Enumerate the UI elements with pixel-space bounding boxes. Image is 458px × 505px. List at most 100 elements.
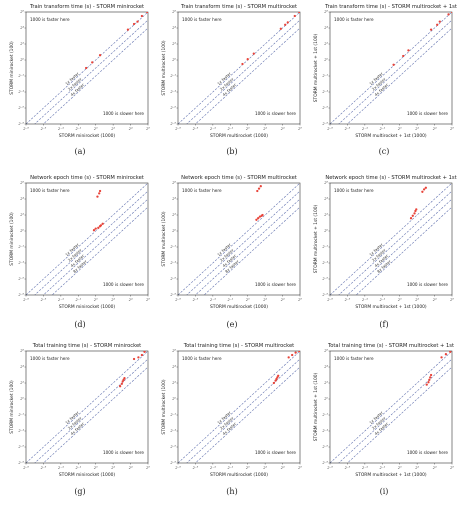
y-tick-label: 2⁻² <box>170 74 176 78</box>
y-tick-label: 2⁻⁶ <box>18 277 24 281</box>
y-tick-label: 2⁰ <box>324 397 328 401</box>
speedup-line <box>34 358 148 463</box>
y-tick-label: 2⁻⁴ <box>18 90 24 94</box>
slower-annotation: 1000 is slower here <box>407 450 448 455</box>
x-tick-label: 2⁻² <box>75 466 81 470</box>
data-point <box>415 208 418 211</box>
y-tick-label: 2⁻⁴ <box>18 261 24 265</box>
y-tick-label: 2⁻⁸ <box>170 293 176 297</box>
data-point <box>140 353 144 357</box>
y-tick-label: 2⁻² <box>322 74 328 78</box>
y-tick-label: 2⁻⁸ <box>322 122 328 126</box>
y-tick-label: 2² <box>20 381 24 385</box>
speedup-line <box>51 206 148 295</box>
x-tick-label: 2⁴ <box>129 466 133 470</box>
x-tick-label: 2⁻² <box>379 466 385 470</box>
chart-title: Train transform time (s) - STORM multiro… <box>324 4 457 10</box>
y-tick-label: 2⁻⁸ <box>18 122 24 126</box>
data-point <box>450 12 452 14</box>
data-point <box>98 192 101 195</box>
x-tick-label: 2⁻⁸ <box>175 127 181 131</box>
faster-annotation: 1000 is faster here <box>334 188 374 193</box>
data-point <box>428 378 431 381</box>
x-tick-label: 2⁻⁴ <box>58 466 64 470</box>
y-tick-label: 2² <box>324 213 328 217</box>
speedup-line <box>186 190 300 295</box>
x-tick-label: 2⁻² <box>227 298 233 302</box>
data-point <box>132 22 136 26</box>
y-tick-label: 2⁶ <box>20 181 24 185</box>
chart-panel: Network epoch time (s) - STORM multirock… <box>308 171 458 337</box>
data-point <box>136 20 139 23</box>
y-tick-label: 2⁶ <box>172 349 176 353</box>
subfigure-caption: (f) <box>379 320 389 329</box>
data-point <box>277 374 280 377</box>
x-tick-label: 2⁻² <box>379 127 385 131</box>
data-point <box>118 385 122 388</box>
data-point <box>261 213 264 217</box>
y-axis-label: STORM multirocket (100) <box>161 211 167 266</box>
plot-frame <box>329 350 453 464</box>
x-axis-label: STORM multirocket + 1st (1000) <box>355 133 427 139</box>
faster-annotation: 1000 is faster here <box>182 356 222 361</box>
y-tick-label: 2⁻⁴ <box>18 429 24 433</box>
x-tick-label: 2² <box>111 298 115 302</box>
x-axis-label: STORM minirocket (1000) <box>59 472 116 478</box>
x-tick-label: 2⁻⁴ <box>210 127 216 131</box>
x-tick-label: 2⁻⁶ <box>193 466 199 470</box>
data-point <box>259 185 262 188</box>
data-point <box>293 14 296 18</box>
subfigure-caption: (c) <box>378 147 390 156</box>
y-tick-label: 2⁻⁴ <box>322 261 328 265</box>
y-tick-label: 2⁴ <box>324 197 328 201</box>
x-tick-label: 2⁶ <box>146 298 150 302</box>
x-axis-label: STORM multirocket (1000) <box>210 472 268 478</box>
data-point <box>447 13 450 16</box>
faster-annotation: 1000 is faster here <box>182 17 222 22</box>
y-axis-label: STORM multirocket (100) <box>161 40 167 95</box>
chart-panel: Network epoch time (s) - STORM multirock… <box>156 171 308 337</box>
y-tick-label: 2⁰ <box>20 58 24 62</box>
x-axis-label: STORM minirocket (1000) <box>59 304 116 310</box>
scatter-chart: Total training time (s) - STORM multiroc… <box>161 343 302 478</box>
x-tick-label: 2⁰ <box>94 127 98 131</box>
y-tick-label: 2⁻² <box>18 74 24 78</box>
data-point <box>123 377 126 380</box>
speedup-line <box>34 190 148 295</box>
y-tick-label: 2⁰ <box>172 58 176 62</box>
scatter-chart: Train transform time (s) - STORM miniroc… <box>9 4 150 139</box>
data-point <box>425 383 428 386</box>
data-point <box>99 224 103 227</box>
x-tick-label: 2⁻⁸ <box>23 127 29 131</box>
x-tick-label: 2⁰ <box>246 466 250 470</box>
chart-panel: Total training time (s) - STORM multiroc… <box>156 339 308 505</box>
y-axis-label: STORM multirocket (100) <box>161 379 167 434</box>
y-axis-label: STORM minirocket (100) <box>9 41 15 95</box>
data-point <box>287 356 290 359</box>
plot-frame <box>329 11 453 125</box>
faster-annotation: 1000 is faster here <box>182 188 222 193</box>
speedup-line <box>34 19 148 124</box>
y-tick-label: 2⁻⁶ <box>170 106 176 110</box>
faster-annotation: 1000 is faster here <box>334 17 374 22</box>
data-point <box>84 66 88 70</box>
data-point <box>438 20 441 23</box>
speedup-line <box>26 351 148 463</box>
slower-annotation: 1000 is slower here <box>255 450 296 455</box>
speedup-line <box>347 366 452 463</box>
x-tick-label: 2⁻⁴ <box>58 127 64 131</box>
y-tick-label: 2⁻² <box>170 413 176 417</box>
x-tick-label: 2⁰ <box>246 298 250 302</box>
y-axis-label: STORM minirocket (100) <box>9 212 15 266</box>
data-point <box>422 188 426 191</box>
speedup-line <box>347 27 452 124</box>
y-tick-label: 2⁻⁶ <box>322 277 328 281</box>
y-tick-label: 2⁶ <box>172 10 176 14</box>
x-tick-label: 2⁶ <box>146 127 150 131</box>
speedup-line <box>203 206 300 295</box>
faster-annotation: 1000 is faster here <box>334 356 374 361</box>
y-tick-label: 2⁻⁸ <box>322 461 328 465</box>
data-point <box>407 49 410 52</box>
x-tick-label: 2⁶ <box>146 466 150 470</box>
